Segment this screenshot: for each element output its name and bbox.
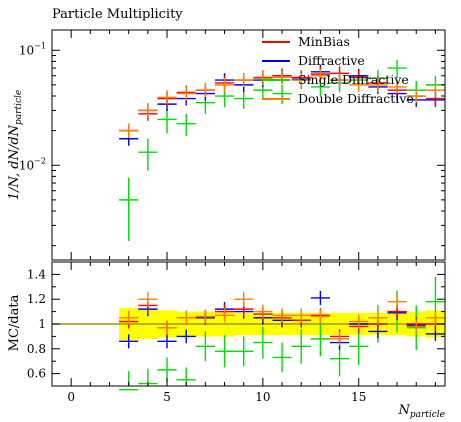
x-tick-label-2: 10 xyxy=(255,390,270,404)
legend-label-2: Single Diffractive xyxy=(298,72,409,87)
main-point-single-diffractive-2 xyxy=(157,108,177,134)
ratio-point-single-diffractive-6 xyxy=(234,336,254,367)
ratio-point-single-diffractive-5 xyxy=(214,335,235,368)
main-y-axis-label: 1/N, dN/dNparticle xyxy=(7,90,24,200)
main-y-tick-label-base: 10 xyxy=(19,158,34,172)
ratio-point-double-diffractive-9 xyxy=(291,308,311,323)
ratio-point-diffractive-3 xyxy=(176,329,196,344)
ratio-point-diffractive-2 xyxy=(157,334,177,349)
legend-label-3: Double Diffractive xyxy=(298,91,414,106)
ratio-point-single-diffractive-9 xyxy=(291,328,311,364)
ratio-point-double-diffractive-12 xyxy=(349,314,369,329)
main-point-double-diffractive-14 xyxy=(387,79,407,94)
main-point-double-diffractive-4 xyxy=(195,83,215,98)
ratio-point-single-diffractive-4 xyxy=(195,331,215,362)
ratio-point-diffractive-10 xyxy=(310,290,330,305)
ratio-point-double-diffractive-14 xyxy=(387,294,407,309)
main-point-single-diffractive-0 xyxy=(119,177,139,241)
main-point-single-diffractive-6 xyxy=(234,90,254,109)
ratio-point-double-diffractive-1 xyxy=(138,292,158,307)
ratio-point-single-diffractive-7 xyxy=(253,326,273,359)
main-point-double-diffractive-13 xyxy=(368,77,388,92)
ratio-y-tick-label-2: 1 xyxy=(38,317,46,331)
main-point-double-diffractive-15 xyxy=(406,89,426,104)
ratio-point-double-diffractive-6 xyxy=(234,292,254,307)
ratio-point-double-diffractive-16 xyxy=(425,310,445,325)
main-point-double-diffractive-16 xyxy=(425,83,445,98)
ratio-point-double-diffractive-10 xyxy=(310,309,330,324)
x-axis-label-subscript: particle xyxy=(410,410,445,420)
ratio-point-double-diffractive-7 xyxy=(253,304,273,319)
ratio-plot-frame xyxy=(51,261,446,387)
ratio-point-double-diffractive-5 xyxy=(214,308,235,323)
main-series-layer xyxy=(119,60,445,241)
ratio-y-axis-label: MC/data xyxy=(7,294,22,351)
ratio-point-single-diffractive-0 xyxy=(119,371,139,391)
ratio-point-double-diffractive-11 xyxy=(329,331,350,346)
ratio-point-double-diffractive-13 xyxy=(368,310,388,325)
main-y-tick-label-0: 10−1 xyxy=(19,41,46,57)
x-tick-label-1: 5 xyxy=(163,390,171,404)
ratio-point-single-diffractive-8 xyxy=(272,342,292,373)
main-point-single-diffractive-8 xyxy=(272,84,292,105)
ratio-y-tick-label-3: 1.2 xyxy=(27,292,46,306)
main-y-axis-label-text: 1/N, dN/dN xyxy=(7,124,22,200)
main-point-double-diffractive-0 xyxy=(119,123,139,138)
main-y-axis-label-subscript: particle xyxy=(14,90,24,125)
main-point-double-diffractive-12 xyxy=(349,77,369,92)
main-point-single-diffractive-1 xyxy=(138,138,158,171)
ratio-point-double-diffractive-0 xyxy=(119,310,139,325)
main-point-double-diffractive-1 xyxy=(138,103,158,118)
ratio-y-ticks: 0.6 0.8 1 1.2 1.4 xyxy=(27,261,445,387)
main-point-double-diffractive-9 xyxy=(291,73,311,88)
x-axis-tick-labels: 0 5 10 15 xyxy=(67,390,366,404)
main-x-ticks xyxy=(51,30,436,260)
ratio-point-double-diffractive-2 xyxy=(157,320,177,335)
ratio-point-diffractive-0 xyxy=(119,334,139,349)
main-point-double-diffractive-7 xyxy=(253,71,273,86)
main-y-tick-label-base: 10 xyxy=(19,43,34,57)
main-point-double-diffractive-10 xyxy=(310,68,330,83)
main-point-double-diffractive-6 xyxy=(234,73,254,88)
main-point-double-diffractive-11 xyxy=(329,73,350,88)
ratio-point-double-diffractive-3 xyxy=(176,310,196,325)
main-point-double-diffractive-5 xyxy=(214,77,235,92)
ratio-y-tick-label-4: 1.4 xyxy=(27,267,46,281)
chart-title: Particle Multiplicity xyxy=(52,7,183,22)
main-y-ticks: 10−110−2 xyxy=(19,41,445,247)
main-point-single-diffractive-3 xyxy=(176,113,196,136)
main-y-tick-label-1: 10−2 xyxy=(19,156,46,172)
legend: MinBias Diffractive Single Diffractive Doub… xyxy=(262,34,414,106)
ratio-point-single-diffractive-10 xyxy=(310,321,330,357)
x-tick-label-0: 0 xyxy=(67,390,75,404)
legend-label-0: MinBias xyxy=(298,34,350,49)
main-point-double-diffractive-8 xyxy=(272,70,292,85)
ratio-point-double-diffractive-4 xyxy=(195,309,215,324)
ratio-y-tick-label-0: 0.6 xyxy=(27,367,46,381)
main-y-tick-label-exp: −2 xyxy=(34,156,46,165)
main-point-double-diffractive-3 xyxy=(176,86,196,101)
x-axis-label: Nparticle xyxy=(397,403,445,420)
main-y-tick-label-exp: −1 xyxy=(34,41,46,50)
ratio-point-double-diffractive-15 xyxy=(406,319,426,334)
x-axis-label-text: N xyxy=(397,403,410,418)
main-point-double-diffractive-2 xyxy=(157,90,177,105)
ratio-y-tick-label-1: 0.8 xyxy=(27,342,46,356)
x-tick-label-3: 15 xyxy=(351,390,366,404)
ratio-plot-panel: 0.6 0.8 1 1.2 1.4 MC/data 0 5 10 15 Nparticle xyxy=(7,261,446,420)
main-point-single-diffractive-14 xyxy=(387,60,407,78)
ratio-point-double-diffractive-8 xyxy=(272,308,292,323)
main-plot-frame xyxy=(51,29,446,261)
ratio-point-single-diffractive-12 xyxy=(349,327,369,365)
legend-label-1: Diffractive xyxy=(298,53,365,68)
